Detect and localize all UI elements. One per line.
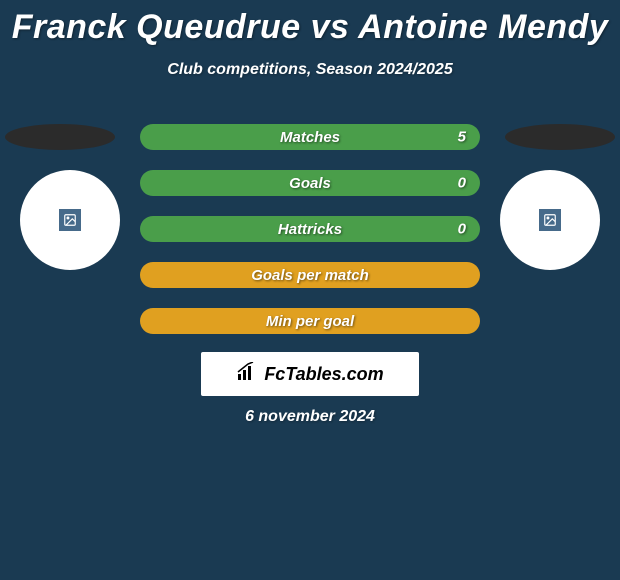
- stat-label: Hattricks: [278, 221, 342, 238]
- brand-chart-icon: [236, 362, 260, 387]
- date-text: 6 november 2024: [0, 408, 620, 426]
- player-shadow-left: [5, 124, 115, 150]
- stat-label: Matches: [280, 129, 340, 146]
- stat-value: 5: [458, 129, 466, 146]
- stat-bar-hattricks: Hattricks 0: [140, 216, 480, 242]
- image-placeholder-icon: [59, 209, 81, 231]
- brand-text: FcTables.com: [264, 364, 383, 385]
- brand-badge: FcTables.com: [201, 352, 419, 396]
- stat-bar-matches: Matches 5: [140, 124, 480, 150]
- stat-value: 0: [458, 221, 466, 238]
- stat-bar-goals-per-match: Goals per match: [140, 262, 480, 288]
- stat-label: Min per goal: [266, 313, 354, 330]
- stat-label: Goals: [289, 175, 331, 192]
- stat-bar-goals: Goals 0: [140, 170, 480, 196]
- page-title: Franck Queudrue vs Antoine Mendy: [0, 0, 620, 47]
- stat-bars-container: Matches 5 Goals 0 Hattricks 0 Goals per …: [140, 124, 480, 354]
- stat-value: 0: [458, 175, 466, 192]
- player-avatar-left: [20, 170, 120, 270]
- image-placeholder-icon: [539, 209, 561, 231]
- stat-label: Goals per match: [251, 267, 369, 284]
- stat-bar-min-per-goal: Min per goal: [140, 308, 480, 334]
- player-shadow-right: [505, 124, 615, 150]
- subtitle: Club competitions, Season 2024/2025: [0, 61, 620, 79]
- player-avatar-right: [500, 170, 600, 270]
